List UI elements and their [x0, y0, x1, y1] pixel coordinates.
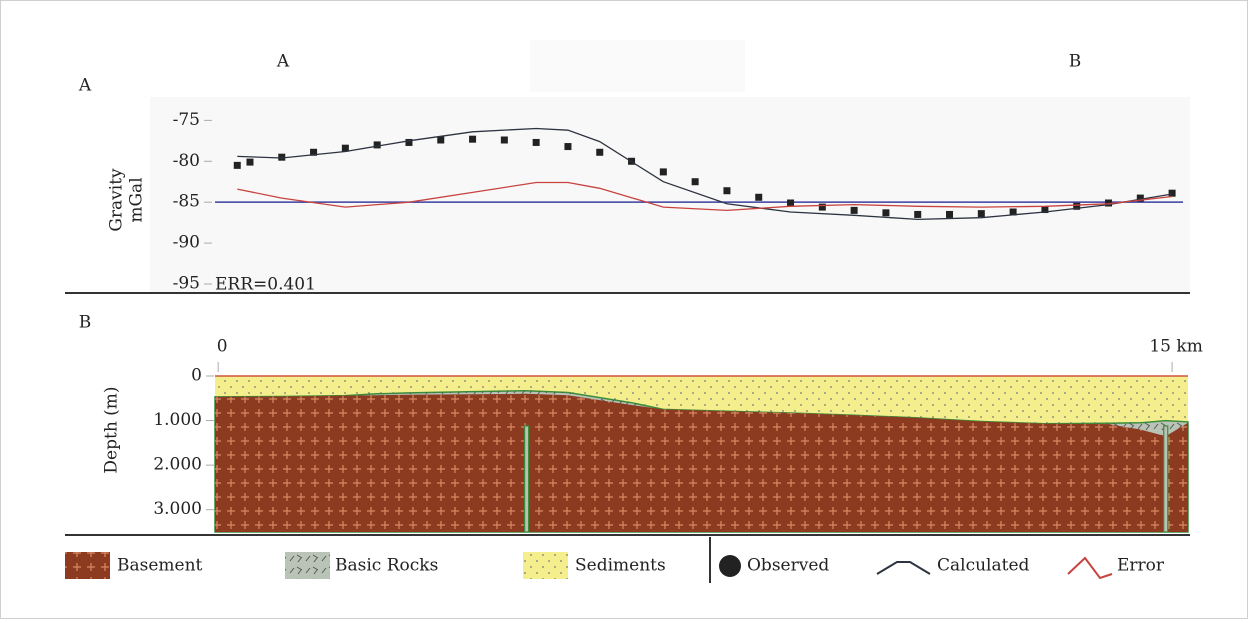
observed-point — [818, 203, 826, 211]
y-tick-label: -90 — [173, 233, 200, 253]
x-tick-label: 15 km — [1149, 337, 1202, 357]
y-tick-label: -85 — [173, 192, 200, 212]
observed-point — [532, 138, 540, 146]
observed-point — [405, 138, 413, 146]
section-label: B — [1069, 52, 1082, 72]
y-tick-label: 2.000 — [153, 455, 202, 475]
legend-line — [876, 561, 931, 575]
legend-label: Calculated — [937, 556, 1030, 576]
observed-point — [469, 135, 477, 143]
dike — [524, 425, 530, 533]
observed-point — [882, 209, 890, 217]
blank-box — [530, 40, 745, 92]
observed-point — [723, 187, 731, 195]
y-tick-label: 1.000 — [153, 410, 202, 430]
legend-pattern — [523, 552, 568, 579]
observed-point — [946, 210, 954, 218]
x-tick-label: 0 — [217, 337, 228, 357]
legend-label: Basic Rocks — [335, 556, 438, 576]
observed-point — [310, 148, 318, 156]
observed-point — [1168, 189, 1176, 197]
observed-point — [278, 153, 286, 161]
observed-point — [850, 206, 858, 214]
section-label: A — [276, 52, 290, 72]
layer-pattern — [215, 393, 1188, 532]
observed-point — [1105, 199, 1113, 207]
y-tick-label: -95 — [173, 274, 200, 294]
y-tick-label: -80 — [173, 151, 200, 171]
observed-point — [596, 148, 604, 156]
y-label: Depth (m) — [102, 386, 122, 473]
observed-point — [437, 136, 445, 144]
legend-marker — [719, 555, 741, 577]
legend-pattern — [65, 552, 110, 579]
legend-label: Observed — [747, 556, 829, 576]
legend-line — [1067, 556, 1113, 580]
observed-point — [341, 144, 349, 152]
series-line — [237, 127, 1173, 221]
observed-point — [373, 141, 381, 149]
observed-point — [977, 210, 985, 218]
observed-point — [691, 178, 699, 186]
observed-point — [1009, 208, 1017, 216]
y-label: mGal — [127, 177, 147, 222]
annotation: ERR=0.401 — [215, 275, 316, 295]
y-tick-label: 0 — [191, 366, 202, 386]
y-tick-label: 3.000 — [153, 499, 202, 519]
legend-label: Error — [1117, 556, 1165, 576]
legend-pattern — [285, 552, 330, 579]
legend: Basement Basic Rocks Sediments Observed … — [65, 552, 1165, 580]
panel-label: B — [79, 313, 92, 333]
observed-point — [500, 136, 508, 144]
series-line — [237, 181, 1173, 212]
y-tick-label: -75 — [173, 110, 200, 130]
dike — [1163, 425, 1169, 533]
observed-point — [914, 210, 922, 218]
observed-point — [246, 158, 254, 166]
legend-label: Basement — [117, 556, 203, 576]
observed-point — [787, 199, 795, 207]
observed-point — [1041, 206, 1049, 214]
observed-point — [755, 193, 763, 201]
observed-point — [233, 161, 241, 169]
observed-point — [1073, 202, 1081, 210]
observed-point — [1136, 194, 1144, 202]
legend-label: Sediments — [575, 556, 666, 576]
panel-a-bg — [150, 97, 1190, 292]
observed-point — [564, 143, 572, 151]
panel-label: A — [78, 76, 92, 96]
y-label: Gravity — [107, 168, 127, 232]
observed-point — [659, 168, 667, 176]
